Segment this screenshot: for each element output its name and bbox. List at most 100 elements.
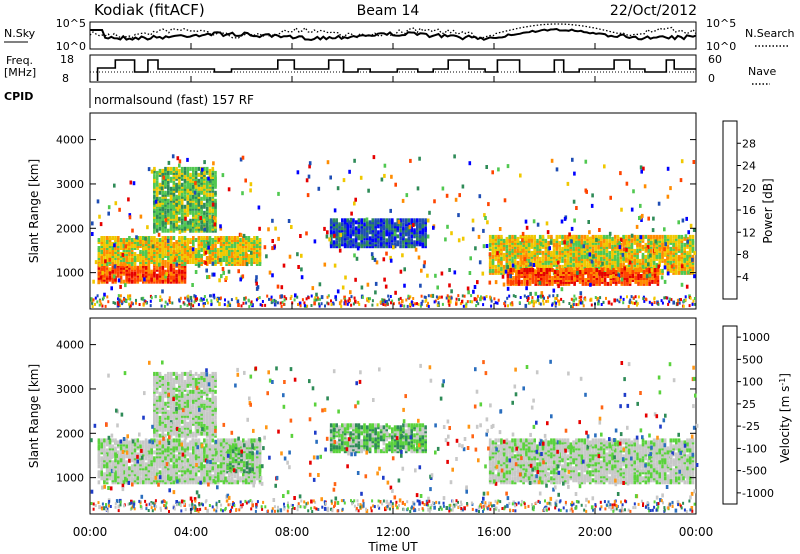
power-cell (663, 279, 667, 284)
nsky-label: N.Sky (4, 27, 36, 40)
power-cell (533, 301, 536, 305)
power-cell (473, 285, 477, 289)
power-cell (227, 187, 231, 192)
power-cell (123, 297, 125, 301)
power-cell (516, 260, 520, 265)
velocity-cell (144, 438, 148, 443)
station-title: Kodiak (fitACF) (94, 1, 205, 19)
power-cell (111, 242, 115, 246)
power-cell (133, 252, 137, 256)
power-cell (258, 296, 261, 300)
power-cell (413, 228, 416, 233)
power-cell (648, 268, 651, 272)
power-cell (230, 254, 234, 258)
power-cell (595, 279, 599, 284)
power-cell (645, 247, 648, 252)
power-cell (328, 237, 331, 242)
power-cell (107, 205, 111, 210)
power-cell (111, 273, 115, 278)
power-cell (146, 225, 149, 230)
velocity-cell (147, 450, 151, 455)
power-cell (592, 254, 595, 259)
power-cell (420, 302, 423, 306)
power-cell (470, 294, 473, 298)
power-cell (552, 248, 556, 253)
power-cell (379, 218, 383, 223)
power-cell (681, 218, 685, 223)
power-cell (418, 234, 422, 239)
power-cell (570, 272, 574, 276)
power-cell (669, 254, 673, 259)
power-cell (371, 256, 375, 260)
power-cell (259, 303, 262, 307)
power-cell (636, 234, 639, 239)
power-cell (177, 195, 181, 200)
power-cell (203, 252, 206, 256)
power-cell (308, 161, 312, 166)
power-cell (515, 278, 518, 282)
power-cell (186, 220, 190, 225)
power-cell (127, 297, 130, 301)
power-cell (186, 303, 189, 307)
power-cell (325, 234, 329, 239)
velocity-cell (100, 462, 103, 467)
power-cell (367, 188, 370, 193)
power-cell (641, 213, 644, 218)
velocity-cell (103, 438, 106, 443)
power-cell (663, 227, 666, 232)
power-cell (563, 258, 567, 263)
power-cell (245, 301, 248, 305)
power-cell (418, 218, 422, 223)
power-cell (533, 240, 536, 245)
power-cell (547, 234, 550, 239)
power-cell (645, 268, 649, 272)
power-cell (206, 275, 209, 280)
power-cell (352, 226, 355, 231)
power-cell (311, 286, 315, 291)
power-cell (552, 238, 556, 243)
power-cell (131, 228, 134, 233)
power-cell (119, 246, 123, 250)
power-cell (114, 260, 117, 264)
power-cell (207, 176, 210, 181)
power-cell (97, 246, 101, 250)
power-cell (441, 302, 444, 306)
power-cell (172, 196, 176, 201)
power-cell (407, 236, 411, 241)
power-cell (639, 268, 643, 272)
power-cell (469, 256, 472, 261)
power-cell (164, 274, 167, 279)
power-cell (660, 299, 663, 303)
power-cell (144, 250, 148, 254)
power-cell (196, 297, 198, 301)
power-cell (211, 261, 215, 266)
power-cell (634, 295, 637, 299)
velocity-cell (142, 444, 145, 449)
power-cell (627, 234, 631, 239)
power-cell (133, 271, 137, 276)
power-cell (142, 260, 145, 264)
power-cell (153, 174, 156, 179)
power-cell (197, 303, 200, 307)
power-cell (119, 262, 123, 266)
power-cell (580, 266, 584, 271)
power-cell (167, 236, 170, 240)
power-cell (685, 284, 689, 289)
power-cell (151, 244, 155, 249)
power-cell (653, 248, 657, 253)
power-cell (539, 294, 542, 298)
power-cell (280, 285, 284, 290)
power-cell (558, 234, 561, 239)
power-cell (541, 258, 545, 263)
cpid-panel: CPID normalsound (fast) 157 RF (4, 88, 254, 108)
power-cell (430, 294, 433, 298)
power-cell (669, 234, 673, 239)
power-cell (588, 248, 592, 253)
power-cell (158, 190, 162, 195)
power-cell (183, 236, 187, 240)
power-cell (447, 299, 450, 303)
power-cell (672, 300, 675, 305)
power-cell (676, 298, 680, 303)
power-cell (568, 232, 571, 237)
power-cell (576, 268, 579, 272)
